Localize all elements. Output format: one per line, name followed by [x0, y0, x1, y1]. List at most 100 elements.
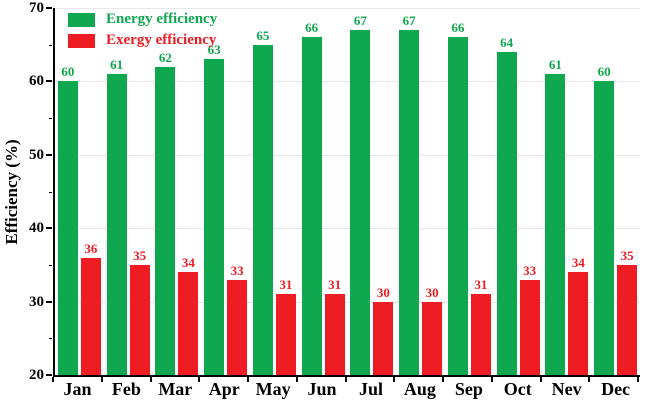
bar-value-label-exergy-jul: 30 — [376, 284, 390, 300]
bar-exergy-oct — [519, 279, 540, 375]
x-axis-label-may: May — [255, 379, 291, 399]
barwrap-energy-aug: 67 — [399, 8, 420, 375]
y-tick-label-60: 60 — [29, 73, 44, 90]
bar-group-apr: 63 33 — [201, 8, 250, 375]
barwrap-energy-apr: 63 — [204, 8, 225, 375]
bar-value-label-energy-apr: 63 — [207, 42, 221, 58]
barwrap-energy-sep: 66 — [447, 8, 468, 375]
bar-group-may: 65 31 — [250, 8, 299, 375]
bar-energy-apr — [204, 59, 225, 375]
x-tick-11 — [588, 377, 591, 382]
x-axis-labels: Jan Feb Mar Apr May Jun Jul Aug Sep Oct Nev Dec — [53, 378, 640, 401]
barwrap-exergy-feb: 35 — [129, 8, 150, 375]
legend-label-energy-efficiency: Energy efficiency — [106, 11, 218, 27]
bar-value-label-exergy-feb: 35 — [133, 247, 147, 263]
y-tick-70 — [46, 7, 52, 9]
bar-exergy-feb — [129, 264, 150, 375]
barwrap-exergy-mar: 34 — [178, 8, 199, 375]
bar-exergy-jan — [80, 257, 101, 375]
y-tick-20 — [46, 374, 52, 376]
bar-value-label-exergy-may: 31 — [279, 277, 293, 293]
bar-value-label-energy-jul: 67 — [353, 13, 367, 29]
x-tick-6 — [344, 377, 347, 382]
bar-value-label-exergy-sep: 31 — [474, 277, 488, 293]
x-tick-1 — [100, 377, 103, 382]
y-tick-label-50: 50 — [29, 146, 44, 163]
bar-group-mar: 62 34 — [153, 8, 202, 375]
bar-exergy-mar — [178, 272, 199, 375]
x-tick-12 — [637, 377, 639, 382]
legend-swatch-energy-efficiency — [68, 12, 95, 27]
x-tick-4 — [247, 377, 249, 382]
bar-value-label-exergy-mar: 34 — [181, 255, 195, 271]
x-tick-9 — [490, 377, 493, 382]
barwrap-energy-nev: 61 — [545, 8, 566, 375]
bar-energy-jan — [57, 81, 78, 375]
x-axis-label-feb: Feb — [111, 379, 141, 399]
bar-group-sep: 66 31 — [445, 8, 494, 375]
x-axis-label-oct: Oct — [503, 379, 532, 399]
bar-value-label-exergy-aug: 30 — [425, 284, 439, 300]
x-axis-label-jul: Jul — [358, 379, 383, 399]
barwrap-exergy-jul: 30 — [373, 8, 394, 375]
x-axis-label-nev: Nev — [551, 379, 582, 399]
bar-energy-dec — [594, 81, 615, 375]
legend-label-exergy-efficiency: Exergy efficiency — [106, 32, 217, 48]
barwrap-energy-mar: 62 — [155, 8, 176, 375]
y-tick-60 — [46, 80, 52, 83]
bar-exergy-aug — [422, 301, 443, 375]
x-axis-label-jan: Jan — [63, 379, 92, 399]
y-tick-label-30: 30 — [29, 293, 44, 310]
x-axis-label-mar: Mar — [158, 379, 193, 399]
bar-group-dec: 60 35 — [591, 8, 640, 375]
y-tick-label-70: 70 — [29, 0, 44, 16]
x-tick-10 — [539, 377, 542, 382]
bar-value-label-energy-mar: 62 — [158, 49, 172, 65]
x-tick-3 — [198, 377, 201, 382]
barwrap-exergy-jan: 36 — [80, 8, 101, 375]
bar-energy-may — [252, 44, 273, 375]
bar-value-label-exergy-dec: 35 — [620, 247, 634, 263]
barwrap-exergy-nev: 34 — [568, 8, 589, 375]
barwrap-energy-feb: 61 — [106, 8, 127, 375]
bar-value-label-energy-dec: 60 — [597, 64, 611, 80]
bar-value-label-exergy-nev: 34 — [571, 255, 585, 271]
bar-value-label-energy-aug: 67 — [402, 13, 416, 29]
y-tick-label-20: 20 — [29, 367, 44, 383]
bar-exergy-jul — [373, 301, 394, 375]
bar-value-label-energy-feb: 61 — [110, 57, 124, 73]
bar-value-label-energy-may: 65 — [256, 27, 270, 43]
x-axis-label-dec: Dec — [601, 379, 631, 399]
x-axis-label-apr: Apr — [208, 379, 240, 399]
x-axis-label-sep: Sep — [454, 379, 483, 399]
bar-group-jul: 67 30 — [348, 8, 397, 375]
x-axis-label-jun: Jun — [307, 379, 337, 399]
barwrap-exergy-aug: 30 — [422, 8, 443, 375]
gridline-70 — [55, 8, 640, 9]
bar-value-label-exergy-apr: 33 — [230, 262, 244, 278]
y-tick-label-40: 40 — [29, 220, 44, 237]
y-minor-tick-45 — [49, 191, 52, 193]
y-tick-30 — [46, 300, 52, 303]
barwrap-energy-may: 65 — [252, 8, 273, 375]
gridline-30 — [55, 301, 640, 303]
gridline-40 — [55, 228, 640, 230]
bar-energy-mar — [155, 66, 176, 375]
x-tick-0 — [52, 377, 54, 382]
bar-group-jun: 66 31 — [299, 8, 348, 375]
bar-exergy-may — [275, 294, 296, 375]
bar-exergy-jun — [324, 294, 345, 375]
barwrap-exergy-may: 31 — [275, 8, 296, 375]
bar-energy-aug — [399, 30, 420, 375]
bar-exergy-apr — [227, 279, 248, 375]
bar-energy-feb — [106, 74, 127, 375]
bar-value-label-energy-oct: 64 — [500, 35, 514, 51]
y-minor-tick-55 — [49, 118, 52, 120]
bar-value-label-energy-jan: 60 — [61, 64, 75, 80]
bar-value-label-exergy-jun: 31 — [328, 277, 342, 293]
barwrap-energy-oct: 64 — [496, 8, 517, 375]
bar-exergy-dec — [617, 264, 638, 375]
legend: Energy efficiency Exergy efficiency — [68, 9, 217, 51]
legend-item-energy-efficiency: Energy efficiency — [68, 9, 217, 30]
